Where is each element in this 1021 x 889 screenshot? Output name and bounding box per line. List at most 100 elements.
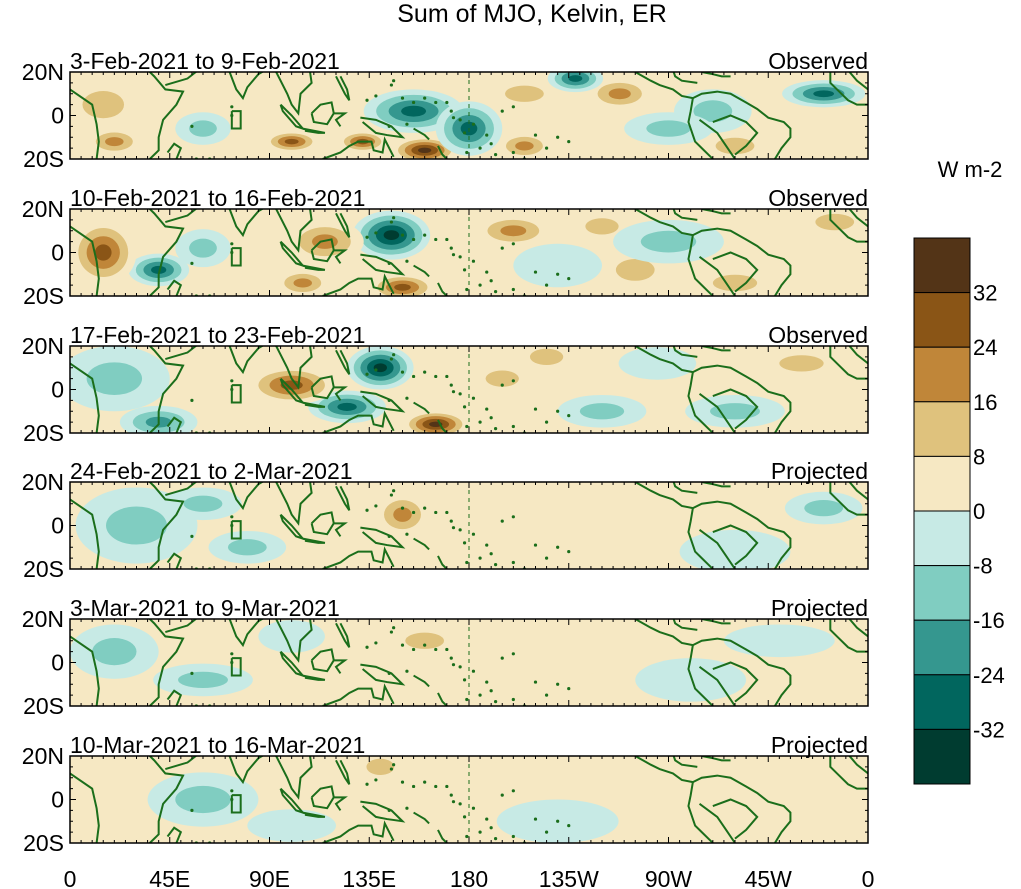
coastline: [275, 209, 313, 253]
island: [445, 647, 449, 652]
island: [451, 116, 456, 120]
island: [230, 113, 234, 118]
coastline: [668, 72, 698, 84]
island: [478, 420, 482, 424]
anomaly-contour: [679, 529, 791, 569]
island: [489, 142, 493, 146]
anomaly-contour: [715, 137, 755, 155]
island: [494, 290, 498, 294]
island: [465, 697, 469, 702]
y-tick-label: 0: [51, 103, 64, 129]
anomaly-contour: [86, 809, 165, 842]
island: [544, 830, 549, 834]
y-tick-label: 0: [51, 513, 64, 539]
coastline: [712, 798, 759, 840]
coastline: [633, 209, 694, 237]
coastline: [148, 209, 185, 296]
anomaly-contour: [515, 141, 534, 151]
y-tick-label: 20S: [23, 693, 64, 719]
island: [485, 543, 489, 547]
coastline: [322, 410, 395, 433]
panel-status: Observed: [768, 48, 868, 74]
coastline: [70, 88, 100, 159]
island: [458, 528, 462, 532]
anomaly-blob: [70, 346, 170, 412]
coastline: [413, 401, 430, 415]
island: [190, 398, 194, 402]
coastline: [279, 787, 306, 815]
anomaly-contour: [189, 238, 217, 258]
anomaly-blob: [496, 132, 553, 159]
coastline: [148, 619, 185, 706]
island: [458, 118, 462, 122]
coastline: [668, 482, 698, 494]
anomaly-blob: [513, 243, 603, 288]
y-tick-label: 20N: [22, 333, 64, 359]
island: [471, 532, 476, 536]
anomaly-contour: [393, 507, 412, 522]
anomaly-contour: [105, 137, 124, 147]
coastline: [437, 692, 448, 706]
anomaly-contour: [784, 667, 863, 701]
coastline: [848, 482, 868, 501]
island: [190, 808, 194, 812]
anomaly-contour: [615, 259, 655, 281]
coastline: [279, 513, 306, 541]
y-tick-label: 20S: [23, 146, 64, 172]
coastline: [70, 362, 100, 433]
island: [387, 261, 391, 265]
anomaly-contour: [779, 355, 824, 372]
island: [445, 100, 449, 105]
coastline: [275, 346, 313, 390]
anomaly-blob: [624, 112, 713, 145]
island: [489, 826, 493, 830]
y-tick-label: 20S: [23, 556, 64, 582]
island: [411, 237, 416, 242]
anomaly-contour: [505, 85, 544, 102]
coastline: [692, 774, 792, 843]
island: [400, 506, 405, 510]
island: [230, 660, 234, 665]
coastline: [322, 546, 395, 569]
panel-date-range: 3-Feb-2021 to 9-Feb-2021: [70, 48, 340, 74]
island: [387, 808, 391, 812]
island: [533, 680, 538, 684]
coastline: [333, 249, 348, 264]
y-tick-label: 20N: [22, 196, 64, 222]
island: [387, 671, 391, 675]
coastline: [712, 114, 759, 156]
coastline: [687, 371, 714, 433]
island: [405, 396, 409, 400]
island: [387, 534, 391, 538]
anomaly-blob: [70, 77, 145, 132]
anomaly-contour: [92, 638, 137, 666]
colorbar-swatch: [913, 237, 971, 294]
coastlines: [70, 619, 868, 706]
island: [449, 519, 453, 523]
x-tick-label: 135W: [539, 866, 599, 889]
island: [190, 671, 194, 675]
anomaly-contour: [635, 658, 747, 702]
anomaly-blob: [86, 809, 165, 842]
coastline: [275, 619, 313, 663]
coastline: [360, 116, 406, 139]
colorbar-swatch: [913, 510, 971, 567]
anomaly-contour: [227, 539, 267, 556]
anomaly-contour: [94, 244, 112, 261]
panel: 20N 0 20S 3-Mar-2021 to 9-Mar-2021 Projected: [22, 595, 869, 719]
island: [230, 523, 234, 528]
coastline: [302, 264, 326, 271]
coastline: [437, 829, 448, 843]
coastline: [848, 346, 868, 365]
anomaly-blob: [469, 362, 536, 395]
island: [434, 237, 438, 242]
coastline: [279, 240, 306, 268]
anomaly-blob: [635, 658, 747, 702]
coastline: [698, 666, 736, 706]
island: [478, 830, 482, 834]
island: [458, 665, 462, 669]
coastline: [333, 659, 348, 674]
anomaly-blob: [291, 672, 381, 705]
island: [500, 109, 504, 113]
coastline: [633, 346, 694, 374]
